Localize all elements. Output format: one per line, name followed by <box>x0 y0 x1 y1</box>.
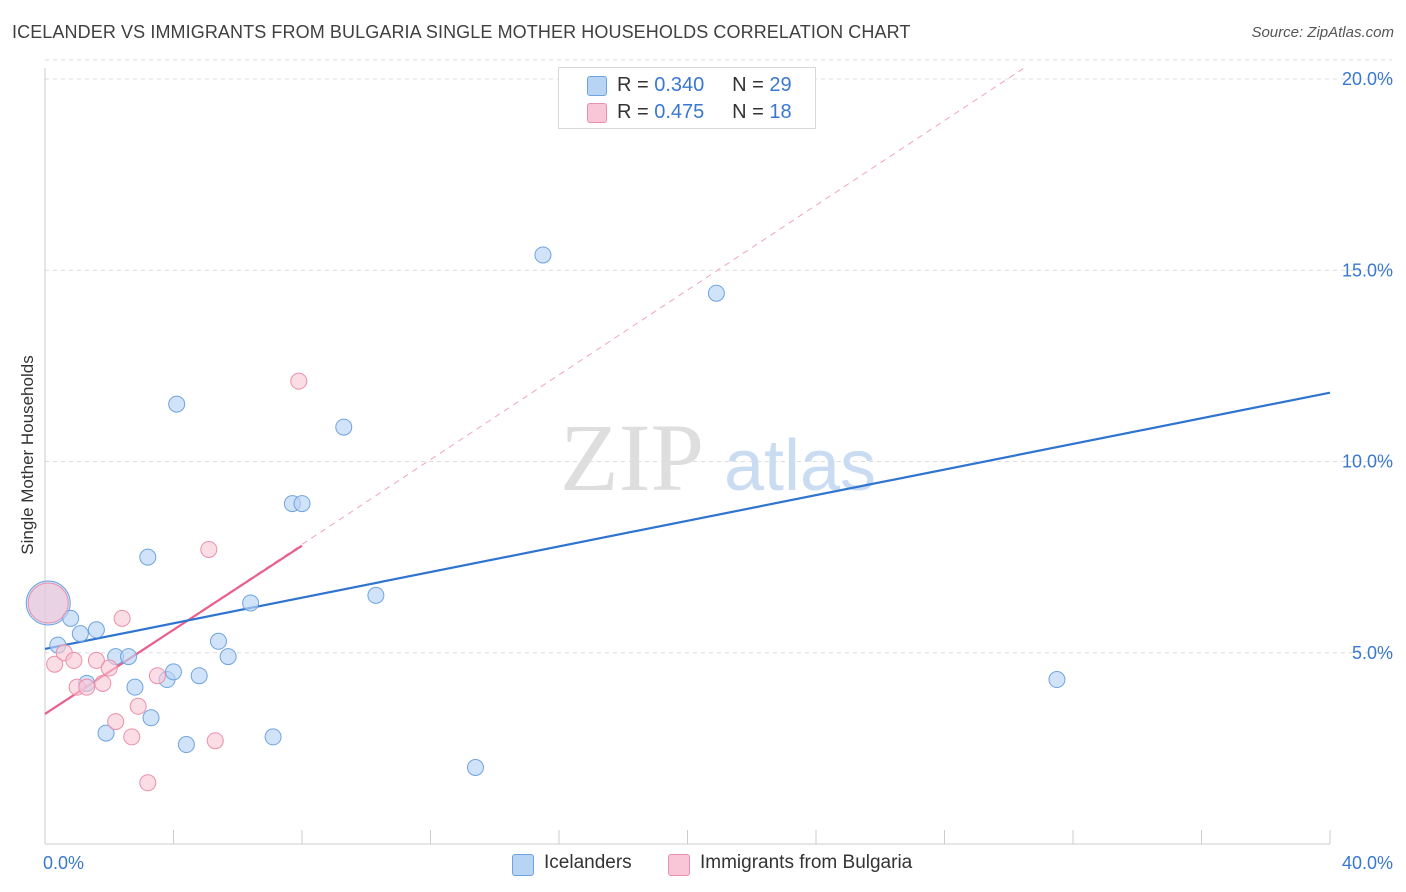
point-bulgaria <box>94 674 112 692</box>
point-bulgaria <box>100 659 118 677</box>
point-icelanders <box>293 495 311 513</box>
point-icelanders <box>335 418 353 436</box>
source-note: Source: ZipAtlas.com <box>1251 24 1394 41</box>
point-bulgaria <box>78 678 96 696</box>
point-icelanders <box>165 663 182 681</box>
y-tick-label: 15.0% <box>1342 260 1393 280</box>
point-icelanders <box>1048 671 1066 689</box>
point-icelanders <box>242 594 260 612</box>
trend-line-bulgaria-extended <box>44 67 1026 715</box>
point-icelanders <box>219 648 237 666</box>
point-icelanders <box>139 548 157 566</box>
correlation-legend: R = 0.340 N = 29 R = 0.475 N = 18 <box>558 67 816 129</box>
point-icelanders <box>87 621 105 639</box>
data-points <box>25 246 1066 792</box>
point-icelanders <box>264 728 282 746</box>
trend-lines <box>44 67 1331 715</box>
legend-swatch-pink <box>587 103 607 123</box>
point-icelanders <box>190 667 208 685</box>
y-tick-label: 10.0% <box>1342 452 1393 472</box>
point-icelanders <box>142 709 160 727</box>
n-value: 29 <box>769 74 792 96</box>
legend-swatch-blue <box>512 854 534 876</box>
r-label: R = <box>617 101 649 123</box>
watermark-zip: ZIP <box>560 404 704 511</box>
y-tick-label: 5.0% <box>1352 643 1393 663</box>
point-icelanders <box>534 246 552 264</box>
point-bulgaria <box>27 582 69 624</box>
r-value: 0.340 <box>654 74 705 96</box>
point-bulgaria <box>148 667 166 685</box>
legend-swatch-pink <box>668 854 690 876</box>
tick-labels: 5.0% 10.0% 15.0% 20.0% 0.0% 40.0% <box>43 69 1393 873</box>
legend-label: Immigrants from Bulgaria <box>700 852 913 873</box>
chart-title: ICELANDER VS IMMIGRANTS FROM BULGARIA SI… <box>12 22 911 42</box>
point-bulgaria <box>123 728 141 746</box>
x-tick-label: 0.0% <box>43 853 84 873</box>
r-value: 0.475 <box>654 101 705 123</box>
point-icelanders <box>466 759 484 776</box>
trend-line-icelanders <box>44 391 1331 651</box>
point-bulgaria <box>107 713 125 731</box>
point-bulgaria <box>200 540 218 558</box>
point-bulgaria <box>46 655 64 673</box>
n-label: N = <box>732 74 764 96</box>
point-icelanders <box>168 395 186 413</box>
y-tick-label: 20.0% <box>1342 69 1393 89</box>
n-value: 18 <box>769 101 792 123</box>
x-tick-label: 40.0% <box>1342 853 1393 873</box>
point-icelanders <box>367 586 385 604</box>
grid-lines <box>45 59 1392 654</box>
point-icelanders <box>120 648 138 666</box>
point-icelanders <box>209 632 227 650</box>
point-bulgaria <box>206 732 224 750</box>
point-icelanders <box>126 678 144 696</box>
r-label: R = <box>617 74 649 96</box>
point-icelanders <box>71 625 89 643</box>
watermark-atlas: atlas <box>724 426 876 506</box>
point-bulgaria <box>113 609 131 627</box>
point-icelanders <box>62 609 80 627</box>
point-icelanders <box>177 736 195 754</box>
legend-label: Icelanders <box>544 852 632 873</box>
point-bulgaria <box>87 651 105 669</box>
point-bulgaria <box>139 774 157 792</box>
axes <box>44 68 1331 845</box>
point-bulgaria <box>290 372 308 390</box>
point-icelanders <box>707 284 725 302</box>
legend-swatch-blue <box>587 76 607 96</box>
point-icelanders <box>97 724 115 742</box>
point-bulgaria <box>65 651 83 669</box>
point-bulgaria <box>129 697 147 715</box>
n-label: N = <box>732 101 764 123</box>
watermark: ZIP atlas <box>560 404 876 511</box>
